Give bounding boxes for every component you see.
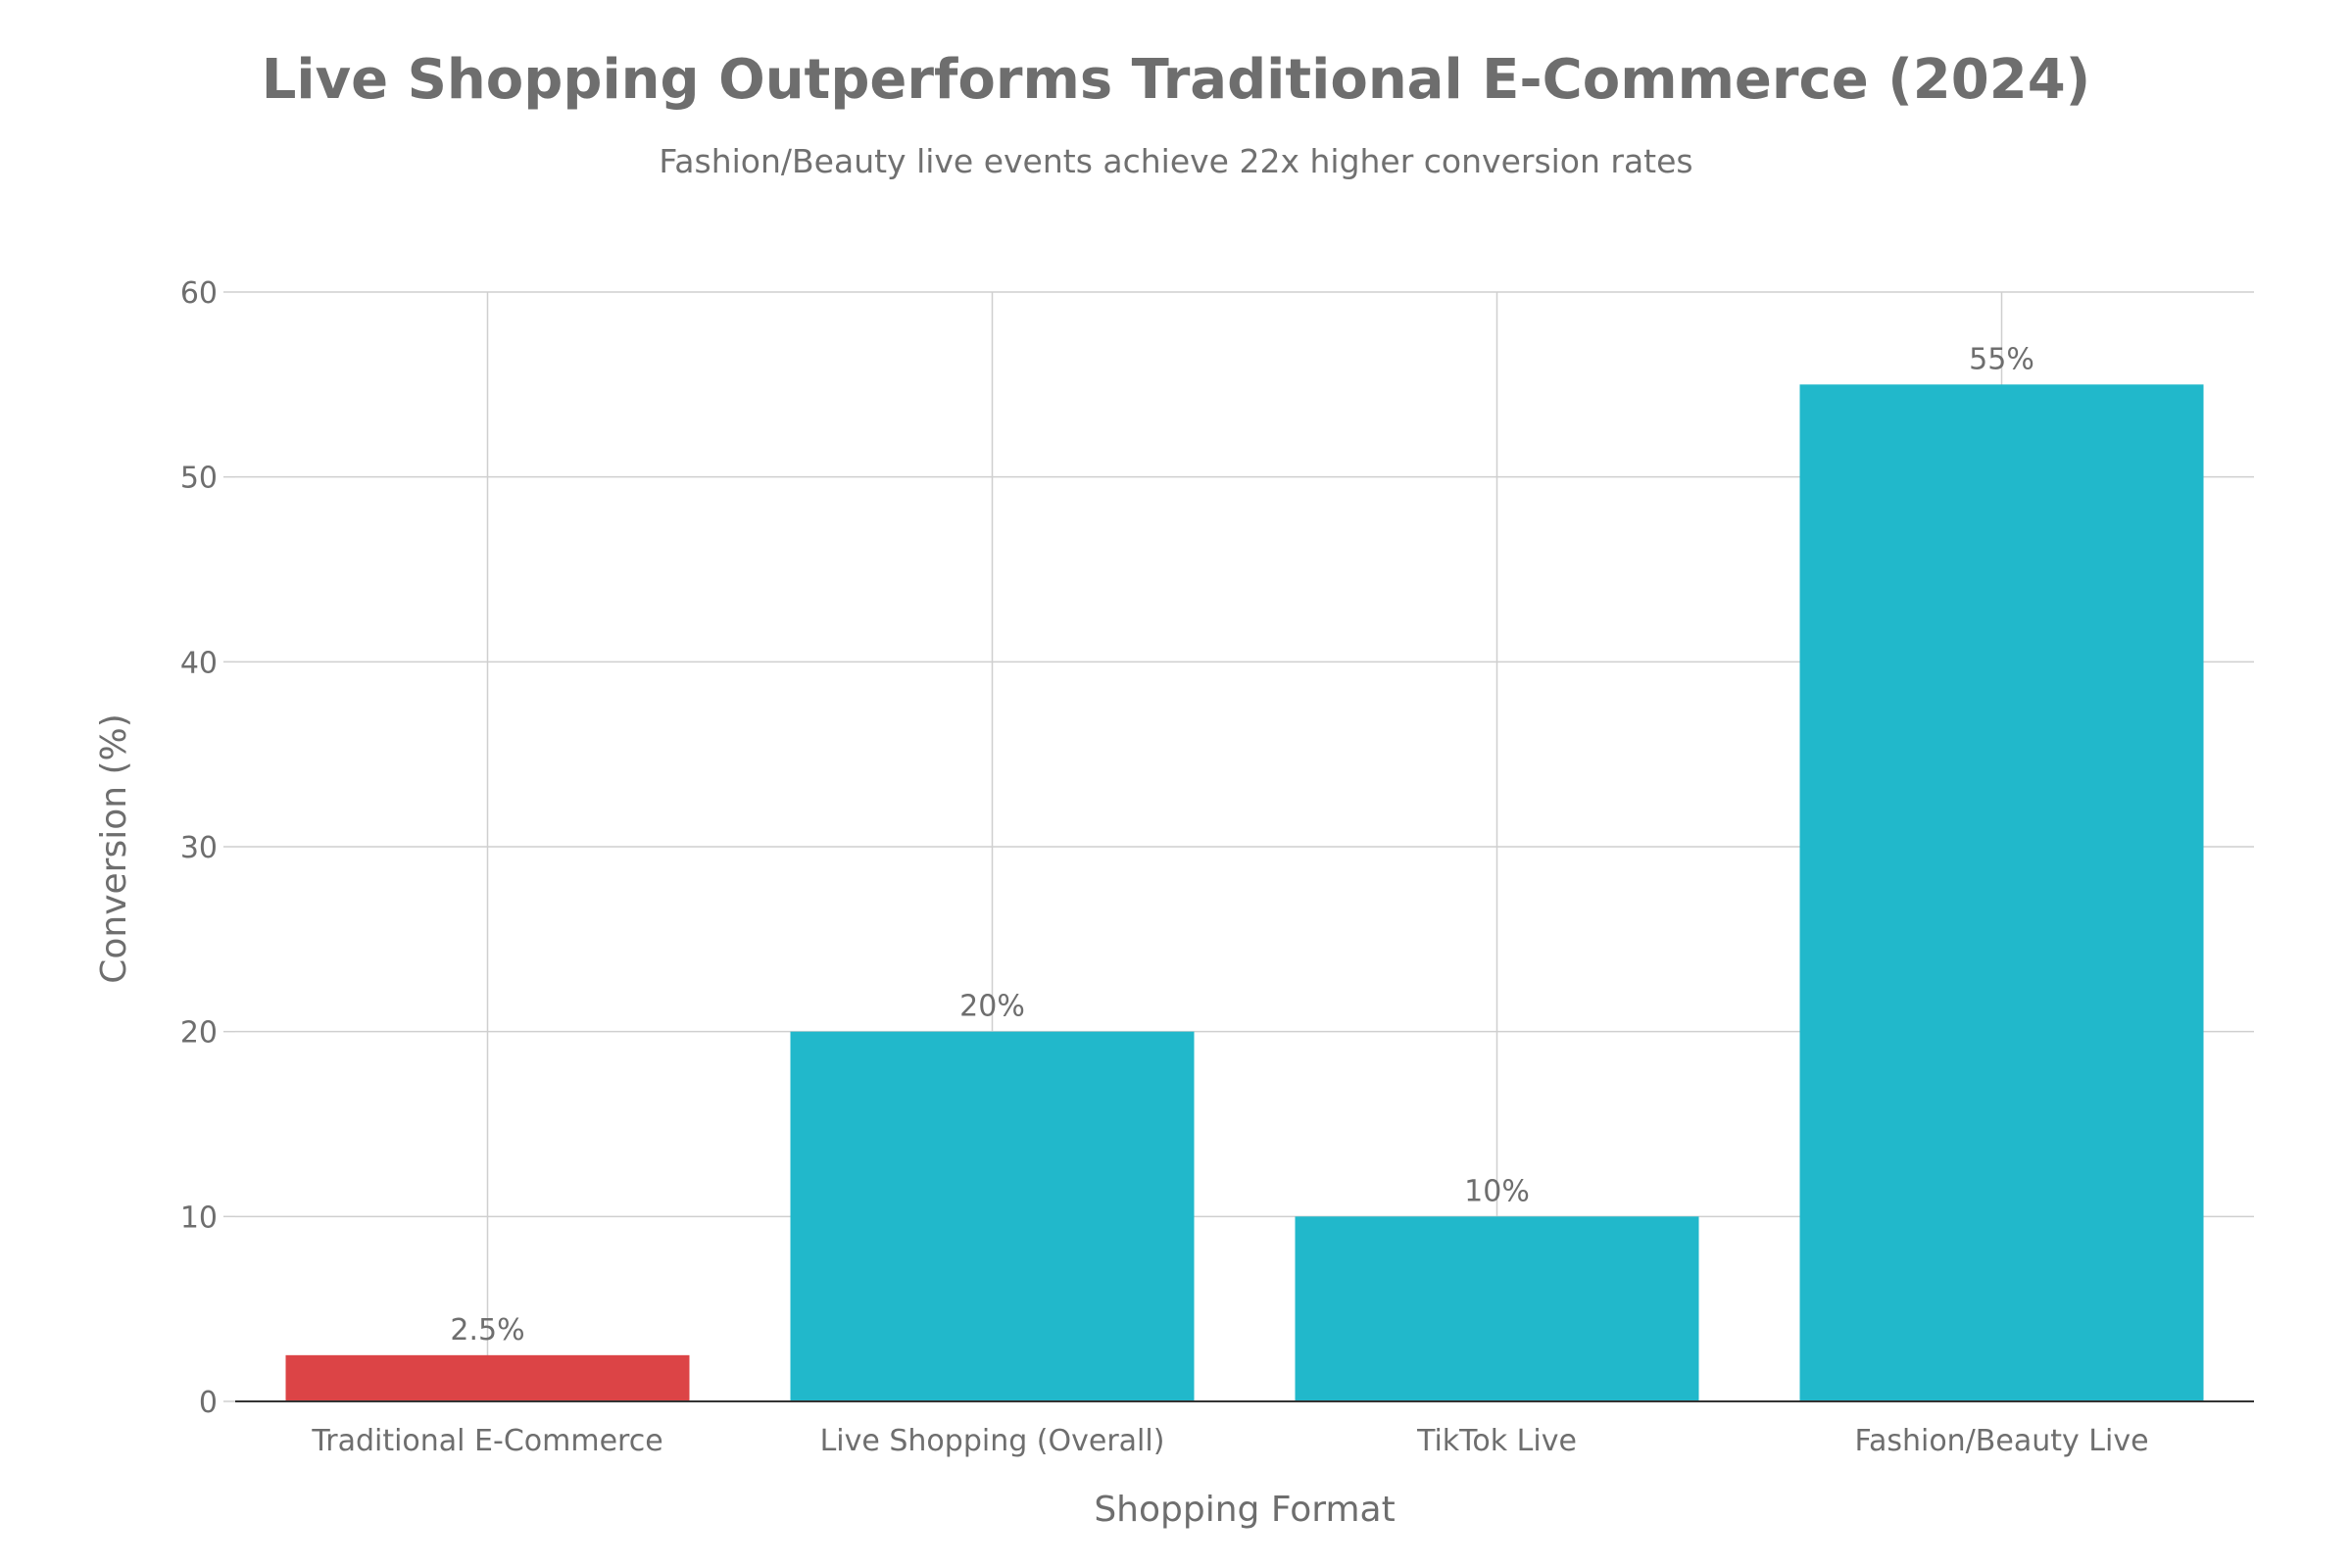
y-tick-label: 10 — [180, 1200, 218, 1235]
x-tick-label: Traditional E-Commerce — [311, 1424, 662, 1458]
y-tick-label: 0 — [199, 1386, 218, 1420]
bar-3 — [1295, 1216, 1699, 1401]
x-tick-label: Live Shopping (Overall) — [820, 1424, 1165, 1458]
bar-2 — [790, 1031, 1195, 1401]
x-tick-label: Fashion/Beauty Live — [1854, 1424, 2148, 1458]
bar-value-label: 10% — [1464, 1174, 1530, 1208]
bar-value-label: 20% — [959, 990, 1025, 1024]
chart-title: Live Shopping Outperforms Traditional E-… — [262, 48, 2091, 112]
bar-value-label: 2.5% — [450, 1313, 524, 1348]
y-axis-title: Conversion (%) — [94, 713, 134, 984]
chart-subtitle: Fashion/Beauty live events achieve 22x h… — [659, 142, 1692, 180]
bar-1 — [285, 1354, 690, 1401]
y-tick-label: 40 — [180, 646, 218, 680]
y-tick-label: 60 — [180, 276, 218, 311]
y-tick-label: 30 — [180, 831, 218, 865]
y-tick-label: 20 — [180, 1016, 218, 1051]
bars: 2.5% 20% 10% 55% — [285, 342, 2204, 1401]
axes: 0 10 20 30 40 50 60 Traditional E-Commerce Live … — [180, 276, 2254, 1458]
bar-value-label: 55% — [1969, 342, 2034, 376]
x-tick-label: TikTok Live — [1416, 1424, 1577, 1458]
x-axis-title: Shopping Format — [1094, 1490, 1395, 1530]
bar-4 — [1799, 384, 2204, 1401]
y-tick-label: 50 — [180, 462, 218, 496]
